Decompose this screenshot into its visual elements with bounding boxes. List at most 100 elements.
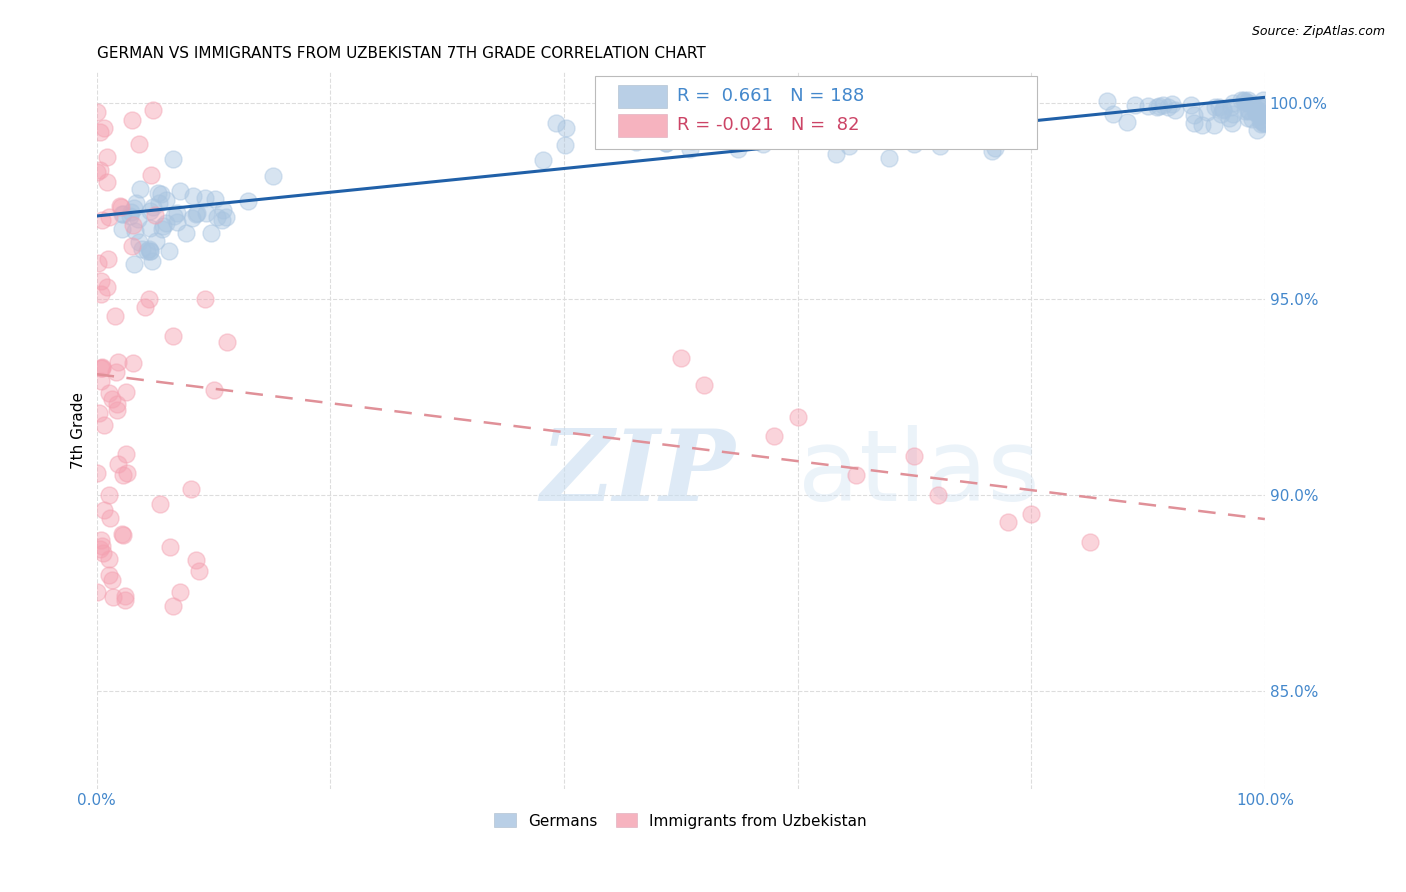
Point [97,210,120,224]
Point [939,126,962,140]
Point [832,127,855,141]
Text: ZIP: ZIP [540,425,735,522]
Point [868,122,890,136]
Point [90,286,112,301]
Point [1234,103,1257,118]
Point [139,220,162,235]
Point [96,280,118,294]
Point [90,361,112,376]
Point [110,222,132,236]
Point [146,186,169,200]
Point [1251,93,1274,107]
Point [90,213,112,227]
Point [780,120,803,134]
Point [838,138,860,153]
Point [1191,118,1213,132]
Point [155,193,177,207]
Point [745,130,768,145]
Point [903,449,925,463]
Point [90,360,112,375]
Point [1249,112,1271,127]
Point [1253,115,1275,129]
Point [114,589,136,603]
Point [162,152,184,166]
Point [1244,106,1267,120]
Text: atlas: atlas [797,425,1039,522]
Point [657,98,679,112]
Point [835,111,858,125]
Point [97,386,120,401]
Point [806,133,828,147]
Point [825,93,848,107]
Text: R =  0.661   N = 188: R = 0.661 N = 188 [678,87,865,105]
Point [1180,98,1202,112]
Point [115,385,138,400]
Point [184,553,207,567]
Point [1240,96,1263,111]
Point [813,126,835,140]
Point [96,176,118,190]
Point [1157,100,1180,114]
Point [105,403,128,417]
Point [679,142,702,156]
Point [112,468,135,483]
Point [110,527,132,541]
Point [1102,106,1125,120]
Point [121,239,143,253]
Point [974,116,997,130]
Point [87,256,110,270]
Point [963,106,986,120]
Point [111,528,134,542]
Point [856,95,879,110]
Point [1116,114,1139,128]
Point [1149,99,1171,113]
Point [1236,95,1258,110]
Point [101,590,124,604]
Point [891,117,914,131]
Point [139,244,162,259]
Point [159,540,181,554]
Point [752,136,775,151]
Point [1233,93,1256,107]
Point [93,121,115,136]
Point [890,115,912,129]
Point [104,309,127,323]
Point [145,234,167,248]
Point [848,114,870,128]
Point [1078,535,1101,549]
Point [97,568,120,582]
Point [855,112,877,127]
Point [835,108,858,122]
Point [966,117,988,131]
Point [756,128,779,142]
Point [1164,103,1187,118]
Point [90,539,112,553]
Point [91,360,114,375]
Point [181,189,204,203]
Point [824,147,846,161]
Point [681,134,703,148]
Point [693,378,716,392]
Point [695,128,717,142]
Point [1195,104,1218,119]
Point [187,565,209,579]
Point [842,130,865,145]
Point [1202,118,1225,132]
FancyBboxPatch shape [596,76,1038,149]
Point [554,137,576,152]
Point [96,150,118,164]
Point [703,119,725,133]
Point [872,116,894,130]
Point [155,216,177,230]
Point [966,103,988,117]
Point [115,447,138,461]
Point [1152,98,1174,112]
Point [128,235,150,249]
Point [114,593,136,607]
Point [655,136,678,150]
Point [651,120,673,134]
Point [617,120,640,134]
Point [134,300,156,314]
Point [1233,94,1256,108]
Point [112,207,135,221]
